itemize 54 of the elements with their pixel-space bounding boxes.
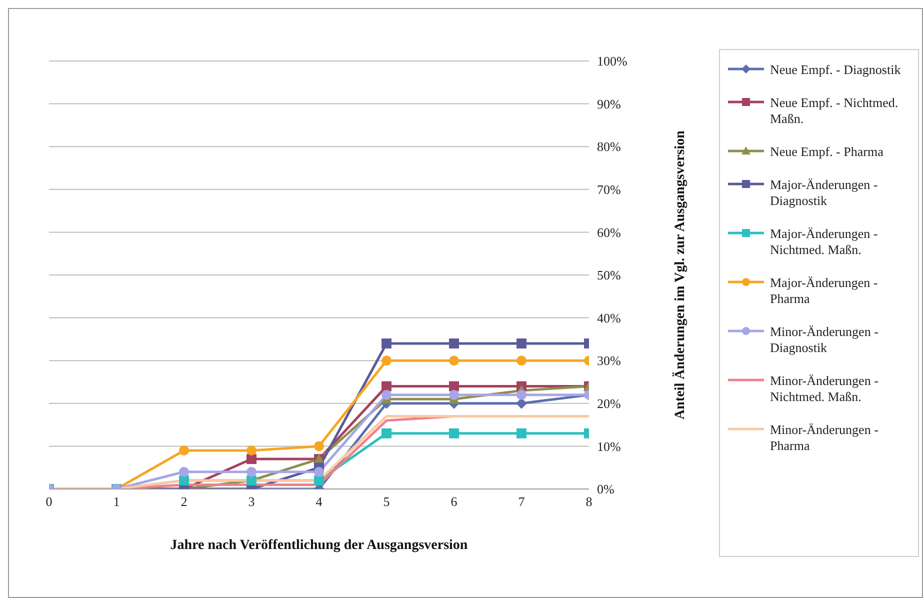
point (382, 381, 392, 392)
x-tick-label: 3 (248, 494, 255, 510)
legend-label: Neue Empf. - Nichtmed. Maßn. (770, 95, 900, 127)
y-tick-label: 20% (597, 396, 621, 412)
point (516, 428, 526, 438)
point (516, 390, 526, 400)
x-tick-label: 2 (180, 494, 188, 510)
y-tick-label: 50% (597, 268, 621, 283)
point (179, 475, 189, 486)
point (382, 428, 392, 438)
point (382, 356, 392, 366)
legend-label: Major-Änderungen - Diagnostik (770, 177, 879, 209)
x-axis-title: Jahre nach Veröffentlichung der Ausgangsversion (170, 538, 468, 553)
point (382, 338, 392, 348)
point (516, 338, 526, 348)
legend-label: Neue Empf. - Diagnostik (770, 62, 902, 78)
legend-label: Neue Empf. - Pharma (770, 144, 884, 160)
x-tick-label: 4 (316, 494, 323, 510)
point (382, 390, 392, 400)
x-tick-label: 5 (383, 494, 390, 510)
legend-label: Minor-Änderungen - Pharma (770, 422, 880, 454)
y-tick-label: 80% (597, 139, 621, 154)
point (449, 428, 459, 438)
point (246, 466, 256, 477)
point (449, 338, 459, 348)
legend-label: Minor-Änderungen - Nichtmed. Maßn. (770, 373, 880, 405)
point (516, 356, 526, 366)
x-tick-label: 8 (586, 494, 592, 510)
legend-label: Major-Änderungen - Pharma (770, 275, 879, 307)
point (449, 390, 459, 400)
y-tick-label: 40% (597, 310, 621, 326)
x-tick-label: 6 (450, 494, 458, 510)
point (246, 454, 256, 464)
point (449, 381, 459, 392)
y-tick-label: 0% (597, 482, 614, 497)
point (246, 445, 256, 456)
y-tick-label: 100% (597, 54, 628, 69)
point (179, 445, 189, 456)
point (179, 466, 189, 477)
y-tick-label: 70% (597, 182, 621, 198)
y-tick-label: 10% (597, 438, 621, 454)
legend-label: Major-Änderungen - Nichtmed. Maßn. (770, 226, 879, 258)
y-tick-label: 90% (597, 96, 621, 112)
y-tick-label: 30% (597, 353, 621, 368)
y-tick-label: 60% (597, 224, 621, 240)
y-axis-title: Anteil Änderungen im Vgl. zur Ausgangsversion (672, 130, 688, 420)
point (314, 475, 324, 486)
x-tick-label: 0 (46, 494, 52, 510)
point (449, 356, 459, 366)
x-tick-label: 1 (113, 494, 120, 510)
point (314, 466, 324, 477)
point (314, 441, 324, 452)
x-tick-label: 7 (518, 494, 526, 510)
legend-label: Minor-Änderungen - Diagnostik (770, 324, 880, 356)
